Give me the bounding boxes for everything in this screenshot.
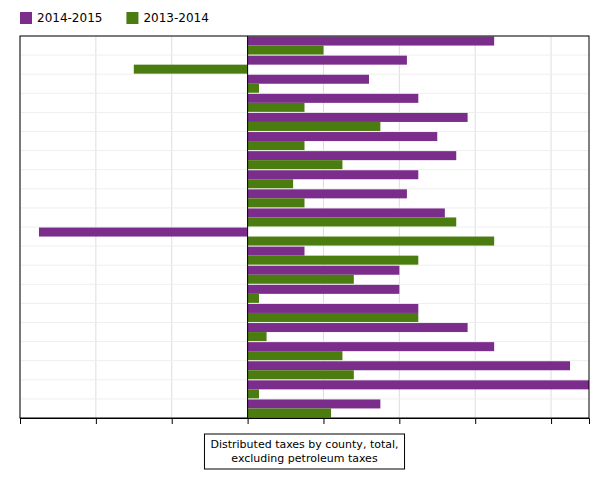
bar: [248, 198, 305, 207]
bar: [248, 122, 381, 131]
series: [39, 37, 589, 409]
tick-mark: [323, 418, 324, 424]
tick: [323, 418, 324, 424]
bar: [39, 228, 248, 237]
bar: [248, 56, 407, 65]
tick: [399, 418, 400, 424]
row-divider: [20, 93, 589, 94]
row-divider: [20, 112, 589, 113]
bar: [248, 408, 331, 417]
legend-item: 2014-2015: [20, 11, 102, 25]
bar: [248, 132, 438, 141]
row-divider: [20, 55, 589, 56]
bar: [248, 84, 259, 93]
bar: [248, 323, 468, 332]
bar: [248, 141, 305, 150]
plot-frame: [20, 36, 589, 418]
legend-label: 2013-2014: [143, 11, 208, 25]
row-divider: [20, 379, 589, 380]
grid: [20, 36, 589, 418]
bar: [248, 208, 445, 217]
row-divider: [20, 284, 589, 285]
row-divider: [20, 341, 589, 342]
legend-swatch: [20, 12, 32, 24]
row-divider: [20, 246, 589, 247]
row-divider: [20, 303, 589, 304]
row-divider: [20, 188, 589, 189]
bar: [248, 351, 343, 360]
bar: [134, 65, 248, 74]
bar: [248, 389, 259, 398]
bar: [248, 247, 305, 256]
tick-mark: [172, 418, 173, 424]
x-axis: [21, 418, 590, 424]
bar: [248, 179, 294, 188]
tick-mark: [248, 418, 249, 424]
tick: [96, 418, 97, 424]
bar: [248, 266, 400, 275]
row-divider: [20, 169, 589, 170]
note-box: [204, 434, 404, 469]
legend-swatch: [126, 12, 138, 24]
chart: 2014-2015 2013-2014 Distributed taxes by c…: [0, 0, 609, 488]
bar: [248, 75, 369, 84]
bar: [248, 37, 495, 46]
bar: [248, 160, 343, 169]
bar: [248, 217, 457, 226]
row-divider: [20, 227, 589, 228]
axis-line: [21, 419, 590, 425]
bar: [248, 170, 419, 179]
zero-line: [247, 36, 248, 418]
tick: [551, 418, 552, 424]
row-divider: [20, 150, 589, 151]
note-text: Distributed taxes by county, total,exclu…: [210, 438, 398, 465]
bar: [248, 151, 457, 160]
tick-mark: [20, 418, 21, 424]
bar: [248, 361, 570, 370]
plot: [20, 36, 590, 424]
tick-mark: [399, 418, 400, 424]
bar: [248, 189, 407, 198]
row-divider: [20, 360, 589, 361]
bar: [248, 342, 495, 351]
row-divider: [20, 74, 589, 75]
row-divider: [20, 207, 589, 208]
tick: [248, 418, 249, 424]
bar: [248, 256, 419, 265]
row-divider: [20, 265, 589, 266]
row-divider: [20, 131, 589, 132]
bar: [248, 380, 589, 389]
series: [134, 46, 494, 418]
row-divider: [20, 398, 589, 399]
bar: [248, 304, 419, 313]
bar: [248, 399, 381, 408]
bar: [248, 46, 324, 55]
legend: 2014-2015 2013-2014: [20, 11, 209, 25]
tick-mark: [475, 418, 476, 424]
bars: [39, 37, 589, 418]
bar: [248, 103, 305, 112]
tick-mark: [551, 418, 552, 424]
legend-item: 2013-2014: [126, 11, 208, 25]
tick: [475, 418, 476, 424]
grid-line: [247, 36, 248, 418]
legend-label: 2014-2015: [37, 11, 102, 25]
row-divider: [20, 322, 589, 323]
bar: [248, 313, 419, 322]
tick: [172, 418, 173, 424]
bar: [248, 294, 259, 303]
bar: [248, 275, 354, 284]
note: Distributed taxes by county, total,exclu…: [204, 434, 404, 469]
bar: [248, 94, 419, 103]
bar: [248, 113, 468, 122]
tick: [20, 418, 21, 424]
bar: [248, 285, 400, 294]
tick-mark: [96, 418, 97, 424]
bar: [248, 332, 267, 341]
bar: [248, 370, 354, 379]
bar: [248, 237, 495, 246]
